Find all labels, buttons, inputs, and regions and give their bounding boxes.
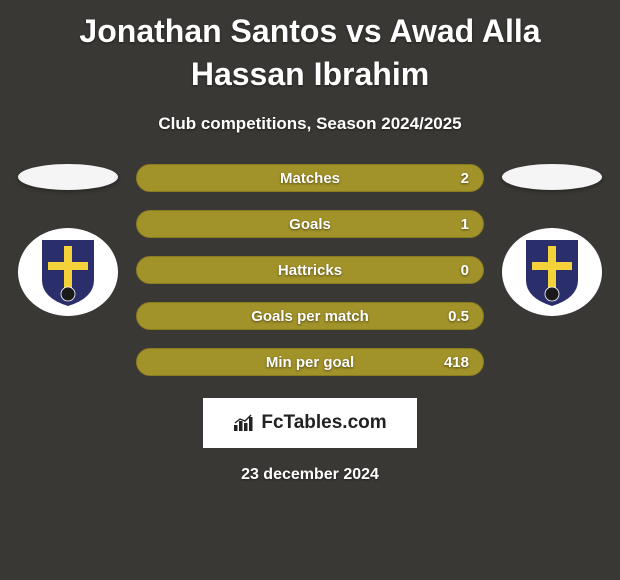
stat-label: Goals (289, 216, 331, 233)
brand-footer: FcTables.com (203, 398, 416, 448)
page-title: Jonathan Santos vs Awad Alla Hassan Ibra… (0, 10, 620, 96)
shield-svg-icon (38, 236, 98, 308)
stat-bar-matches: Matches 2 (136, 164, 484, 192)
stat-value: 0 (461, 262, 469, 279)
right-flag-icon (502, 164, 602, 190)
comparison-card: Jonathan Santos vs Awad Alla Hassan Ibra… (0, 0, 620, 484)
bars-chart-icon (233, 414, 255, 432)
stat-label: Matches (280, 170, 340, 187)
stat-label: Min per goal (266, 354, 354, 371)
stat-value: 2 (461, 170, 469, 187)
stat-label: Hattricks (278, 262, 342, 279)
stat-value: 0.5 (448, 308, 469, 325)
stat-bar-mpg: Min per goal 418 (136, 348, 484, 376)
stat-value: 1 (461, 216, 469, 233)
right-player-col (502, 164, 602, 316)
right-club-crest-icon (502, 228, 602, 316)
comparison-row: Matches 2 Goals 1 Hattricks 0 Goals per … (0, 164, 620, 376)
stat-bar-gpm: Goals per match 0.5 (136, 302, 484, 330)
brand-text: FcTables.com (261, 412, 386, 434)
left-club-crest-icon (18, 228, 118, 316)
date-text: 23 december 2024 (241, 466, 379, 484)
left-flag-icon (18, 164, 118, 190)
stat-bar-hattricks: Hattricks 0 (136, 256, 484, 284)
stat-label: Goals per match (251, 308, 369, 325)
left-player-col (18, 164, 118, 316)
shield-svg-icon (522, 236, 582, 308)
subtitle: Club competitions, Season 2024/2025 (158, 114, 461, 134)
stats-bars: Matches 2 Goals 1 Hattricks 0 Goals per … (136, 164, 484, 376)
stat-value: 418 (444, 354, 469, 371)
stat-bar-goals: Goals 1 (136, 210, 484, 238)
